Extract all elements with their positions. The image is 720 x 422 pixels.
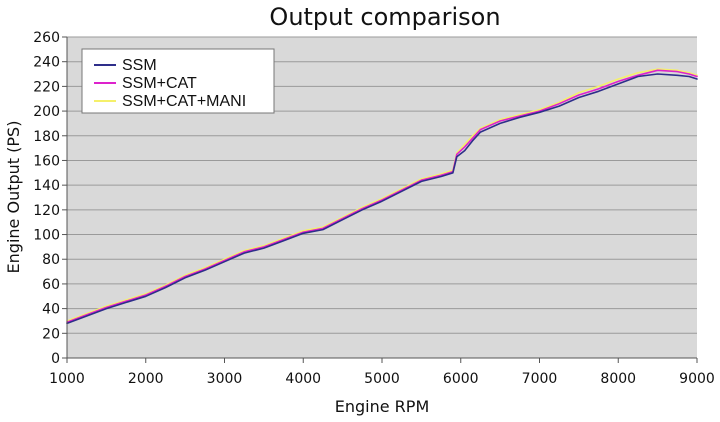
y-tick-label-100: 100 <box>33 228 60 244</box>
chart-title: Output comparison <box>269 3 500 31</box>
series-line-ssm-cat <box>66 69 698 324</box>
y-tick-label-40: 40 <box>42 302 60 318</box>
y-tick-label-220: 220 <box>33 79 60 95</box>
x-tick-label-1000: 1000 <box>49 371 85 387</box>
x-tick-label-7000: 7000 <box>522 371 558 387</box>
y-tick-label-140: 140 <box>33 178 60 194</box>
legend-label-ssm: SSM <box>122 57 157 74</box>
y-tick-label-180: 180 <box>33 129 60 145</box>
y-tick-label-60: 60 <box>42 277 60 293</box>
legend-box <box>81 48 275 114</box>
x-tick-label-6000: 6000 <box>443 371 479 387</box>
y-tick-label-260: 260 <box>33 30 60 46</box>
y-tick-label-200: 200 <box>33 104 60 120</box>
series-line-ssm-cat-mani <box>66 68 698 322</box>
y-tick-label-160: 160 <box>33 153 60 169</box>
x-tick-label-9000: 9000 <box>679 371 715 387</box>
x-tick-label-3000: 3000 <box>207 371 243 387</box>
y-tick-label-20: 20 <box>42 326 60 342</box>
y-tick-label-120: 120 <box>33 203 60 219</box>
series-line-ssm <box>66 73 698 325</box>
y-axis-ticks: 0 20 40 60 80 100 120 140 160 180 200 220 240 260 <box>33 30 67 367</box>
legend-label-ssm-cat: SSM+CAT <box>122 75 197 92</box>
x-tick-label-8000: 8000 <box>600 371 636 387</box>
series-lines <box>66 68 698 325</box>
y-tick-label-240: 240 <box>33 55 60 71</box>
legend-label-ssm-cat-mani: SSM+CAT+MANI <box>122 93 246 110</box>
x-axis-ticks: 1000 2000 3000 4000 5000 6000 7000 8000 9000 <box>49 358 715 387</box>
y-tick-label-80: 80 <box>42 252 60 268</box>
y-axis-label: Engine Output (PS) <box>4 121 23 274</box>
x-tick-label-5000: 5000 <box>364 371 400 387</box>
x-tick-label-4000: 4000 <box>285 371 321 387</box>
x-tick-label-2000: 2000 <box>128 371 164 387</box>
x-axis-label: Engine RPM <box>335 397 430 416</box>
y-tick-label-0: 0 <box>51 351 60 367</box>
